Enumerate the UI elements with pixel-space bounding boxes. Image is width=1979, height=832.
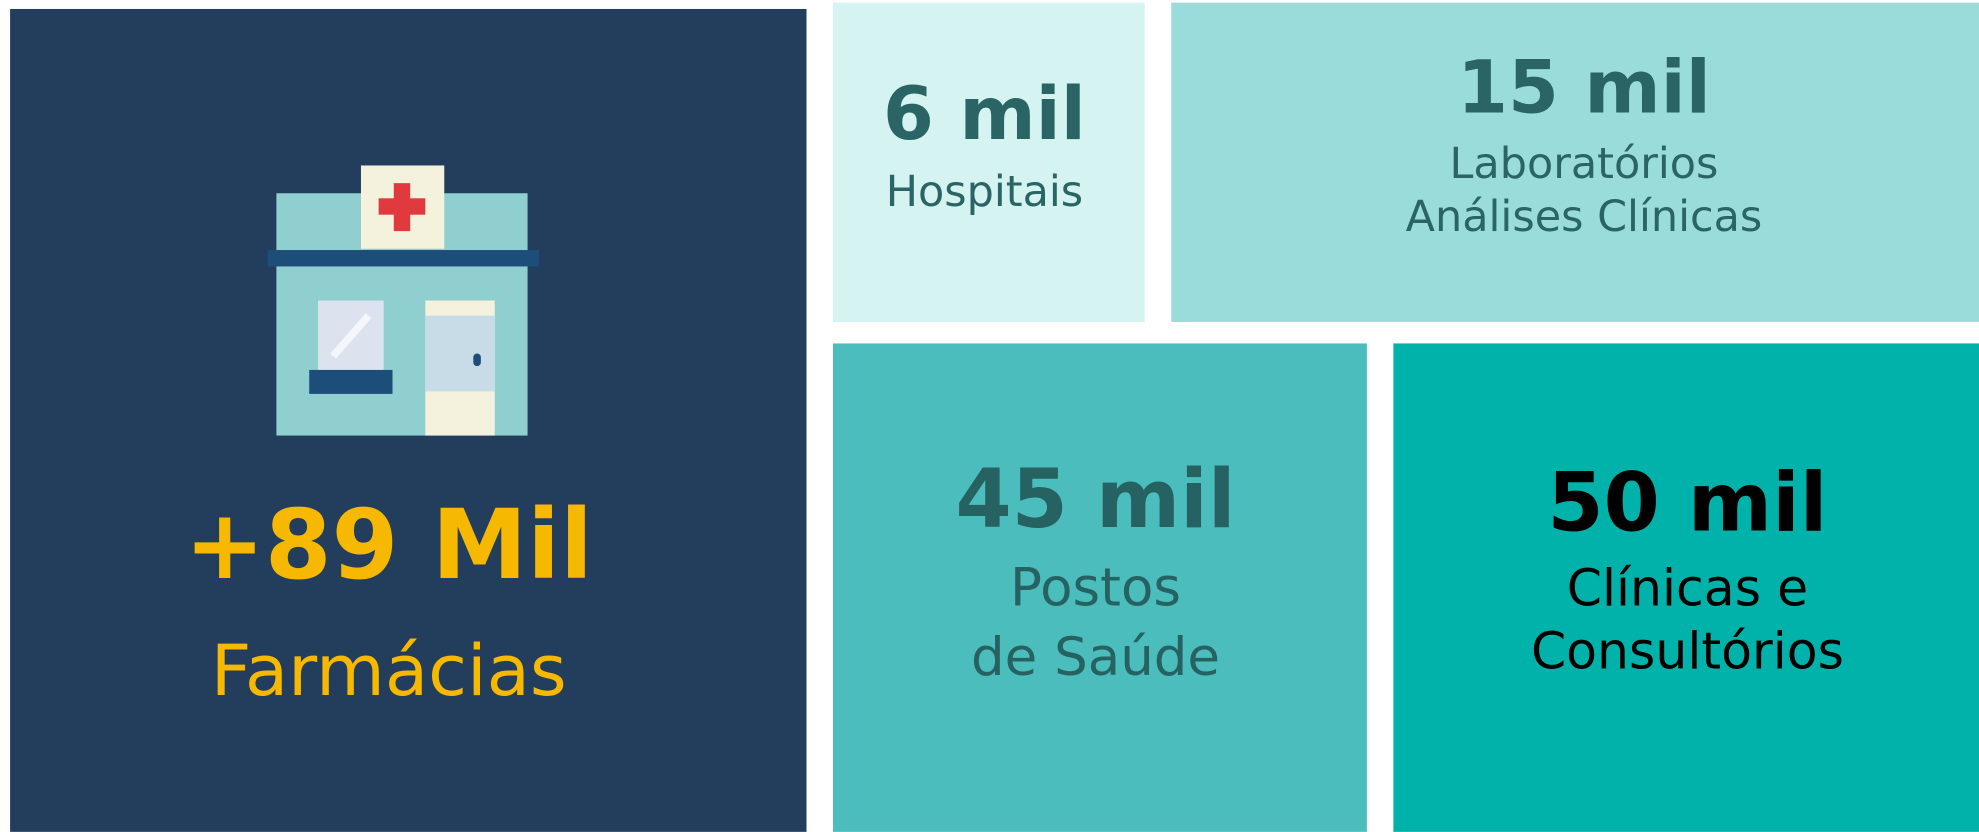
icon-door-glass	[425, 315, 495, 392]
tile-value: 15 mil	[1457, 45, 1711, 130]
tile-value: 6 mil	[883, 72, 1086, 157]
icon-band	[267, 250, 539, 267]
tile-label: Laboratórios	[1450, 139, 1719, 189]
icon-cross	[378, 198, 426, 215]
tile-label: Postos	[1010, 557, 1181, 618]
tile-label: Análises Clínicas	[1406, 192, 1763, 242]
tile-label: Hospitais	[886, 167, 1083, 217]
tile	[1171, 2, 1979, 322]
main-value: +89 Mil	[185, 489, 593, 601]
pharmacy-icon	[267, 165, 539, 436]
icon-knob	[473, 353, 481, 367]
tile	[832, 2, 1145, 322]
tile-label: de Saúde	[971, 627, 1220, 688]
icon-glare	[330, 313, 372, 359]
tile-value: 50 mil	[1547, 457, 1827, 551]
icon-sill	[309, 369, 393, 394]
tile-label: Clínicas e	[1567, 559, 1808, 618]
tile-label: Consultórios	[1531, 622, 1844, 681]
tile-value: 45 mil	[955, 453, 1235, 547]
tile	[832, 343, 1367, 832]
tile	[1393, 343, 1979, 832]
main-label: Farmácias	[211, 629, 567, 712]
